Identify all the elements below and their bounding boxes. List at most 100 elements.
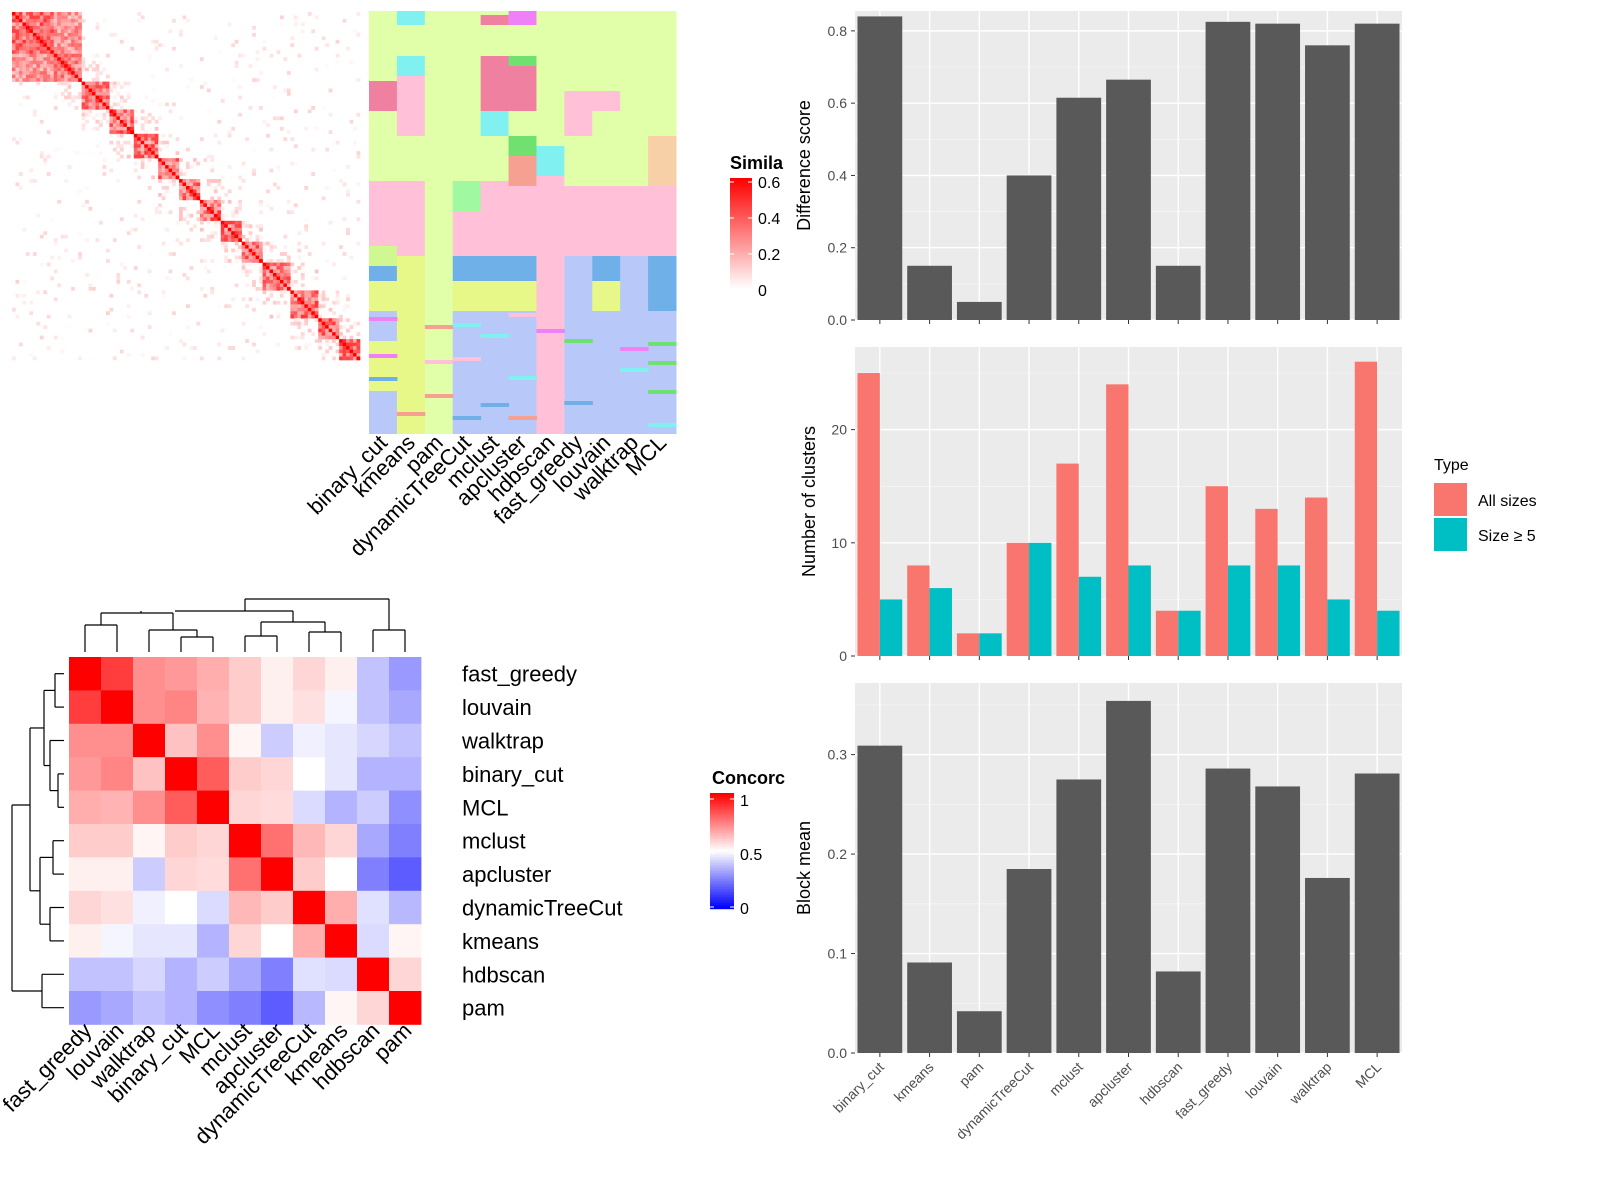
- similarity-cell: [29, 46, 34, 51]
- similarity-cell: [95, 81, 100, 86]
- concordance-cell: [293, 924, 326, 958]
- similarity-cell: [67, 25, 72, 30]
- similarity-cell: [311, 105, 316, 110]
- similarity-cell: [238, 53, 242, 58]
- similarity-cell: [60, 99, 65, 103]
- concordance-cell: [165, 924, 198, 958]
- similarity-cell: [168, 179, 173, 183]
- similarity-cell: [29, 60, 34, 65]
- similarity-cell: [53, 43, 58, 48]
- similarity-cell: [321, 353, 326, 357]
- similarity-cell: [172, 46, 176, 51]
- similarity-cell: [12, 57, 16, 62]
- similarity-cell: [356, 78, 361, 82]
- similarity-cell: [290, 311, 295, 316]
- concordance-cell: [357, 723, 390, 758]
- similarity-cell: [161, 175, 166, 180]
- assignment-cell: [452, 256, 482, 281]
- similarity-cell: [182, 342, 187, 347]
- similarity-cell: [12, 39, 16, 44]
- assignment-cell: [648, 390, 677, 394]
- similarity-cell: [266, 273, 270, 277]
- similarity-cell: [112, 130, 117, 135]
- similarity-cell: [328, 332, 333, 336]
- similarity-cell: [144, 95, 149, 100]
- concordance-row-label: louvain: [462, 695, 532, 720]
- similarity-cell: [50, 71, 55, 75]
- similarity-legend-label: 0.4: [758, 211, 780, 228]
- similarity-cell: [213, 213, 218, 218]
- y-tick-label: 0.2: [828, 846, 848, 862]
- similarity-cell: [179, 339, 183, 343]
- concordance-cell: [325, 723, 358, 758]
- similarity-cell: [293, 335, 298, 340]
- similarity-cell: [102, 105, 107, 110]
- similarity-cell: [95, 71, 100, 75]
- similarity-cell: [22, 293, 27, 298]
- concordance-cell: [229, 890, 262, 925]
- concordance-cell: [197, 790, 230, 825]
- assignment-cell: [648, 361, 677, 365]
- concordance-legend-label: 0.5: [740, 847, 762, 864]
- concordance-cell: [357, 757, 390, 791]
- similarity-cell: [22, 18, 27, 23]
- similarity-cell: [46, 64, 51, 68]
- similarity-cell: [349, 353, 354, 357]
- bar-apcluster: [1106, 384, 1129, 656]
- similarity-cell: [85, 105, 89, 110]
- concordance-cell: [229, 723, 262, 758]
- similarity-cell: [224, 259, 229, 263]
- similarity-cell: [168, 165, 173, 169]
- similarity-cell: [307, 314, 312, 319]
- similarity-cell: [349, 342, 354, 347]
- similarity-cell: [314, 297, 319, 302]
- similarity-cell: [332, 321, 336, 326]
- bar-louvain: [1255, 23, 1301, 321]
- similarity-cell: [227, 346, 232, 350]
- similarity-cell: [248, 241, 253, 246]
- similarity-cell: [81, 18, 86, 23]
- similarity-cell: [199, 213, 204, 218]
- similarity-cell: [133, 154, 138, 159]
- assignment-cell: [564, 256, 593, 434]
- similarity-cell: [99, 119, 103, 124]
- similarity-cell: [259, 266, 263, 270]
- similarity-cell: [71, 18, 75, 23]
- assignment-cell: [508, 66, 537, 111]
- similarity-cell: [39, 46, 44, 51]
- concordance-cell: [197, 757, 230, 791]
- similarity-cell: [259, 234, 263, 239]
- similarity-cell: [206, 217, 211, 222]
- similarity-legend-swatch: [730, 196, 752, 199]
- similarity-cell: [325, 342, 329, 347]
- similarity-cell: [12, 64, 16, 68]
- concordance-row-label: pam: [462, 996, 505, 1021]
- similarity-legend-swatch: [730, 288, 752, 291]
- concordance-cell: [165, 890, 198, 925]
- similarity-legend-swatch: [730, 228, 752, 231]
- similarity-cell: [325, 43, 329, 48]
- similarity-cell: [252, 245, 256, 249]
- similarity-cell: [342, 342, 347, 347]
- similarity-cell: [262, 46, 267, 51]
- similarity-cell: [22, 29, 27, 34]
- similarity-cell: [81, 99, 86, 103]
- similarity-cell: [213, 217, 218, 222]
- similarity-cell: [199, 220, 204, 225]
- similarity-cell: [112, 95, 117, 100]
- similarity-cell: [227, 130, 232, 135]
- similarity-cell: [78, 231, 82, 236]
- similarity-cell: [290, 210, 295, 215]
- similarity-legend-swatch: [730, 180, 752, 183]
- similarity-cell: [147, 186, 152, 190]
- concordance-cell: [165, 957, 198, 992]
- similarity-cell: [196, 210, 201, 215]
- similarity-cell: [81, 109, 86, 114]
- similarity-cell: [57, 64, 62, 68]
- similarity-cell: [234, 259, 239, 263]
- concordance-cell: [357, 957, 390, 992]
- similarity-cell: [283, 276, 288, 281]
- similarity-cell: [22, 50, 27, 55]
- similarity-cell: [154, 356, 159, 361]
